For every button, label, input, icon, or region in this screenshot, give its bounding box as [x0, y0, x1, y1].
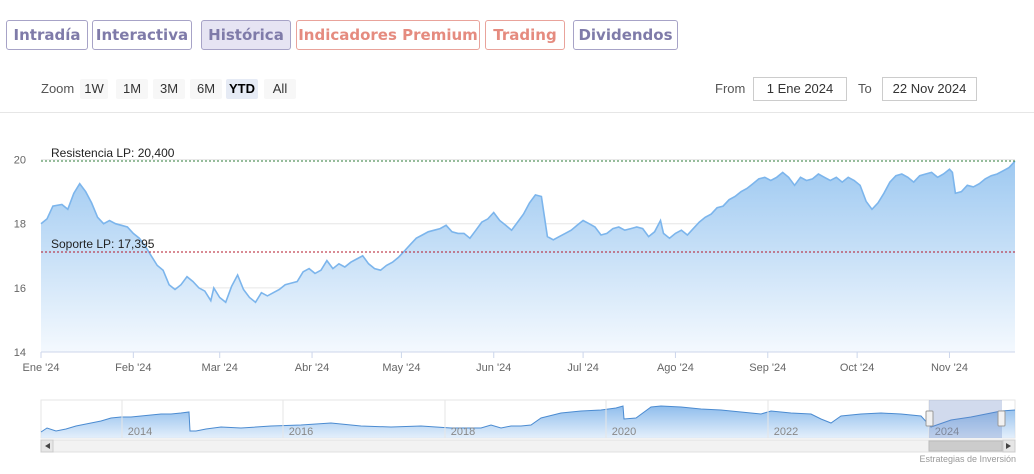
- scrollbar-thumb[interactable]: [928, 440, 1003, 452]
- navigator-year-label: 2018: [451, 426, 475, 438]
- navigator-left-handle[interactable]: [925, 410, 934, 427]
- toolbar-divider: [0, 112, 1034, 113]
- x-tick-label: Sep '24: [749, 362, 786, 374]
- zoom-button-ytd[interactable]: YTD: [226, 79, 258, 99]
- x-tick-label: Oct '24: [840, 362, 875, 374]
- price-area: [41, 161, 1015, 352]
- x-tick-label: Feb '24: [115, 362, 151, 374]
- reference-line-label: Resistencia LP: 20,400: [51, 146, 175, 160]
- navigator-year-label: 2024: [935, 426, 959, 438]
- x-tick-label: Nov '24: [931, 362, 968, 374]
- navigator-year-label: 2020: [612, 426, 636, 438]
- zoom-button-3m[interactable]: 3M: [153, 79, 185, 99]
- x-tick-label: Jul '24: [567, 362, 598, 374]
- tab-dividendos[interactable]: Dividendos: [573, 20, 678, 50]
- y-tick-label: 20: [14, 155, 26, 167]
- y-tick-label: 16: [14, 283, 26, 295]
- scrollbar-track[interactable]: [40, 439, 1016, 453]
- navigator-line: [40, 405, 1016, 433]
- y-tick-label: 18: [14, 219, 26, 231]
- scroll-right-arrow-icon: [1006, 443, 1011, 449]
- x-tick-label: Jun '24: [476, 362, 511, 374]
- navigator-area: [41, 406, 1015, 438]
- x-tick-label: Abr '24: [295, 362, 330, 374]
- from-date-input[interactable]: 1 Ene 2024: [753, 77, 847, 101]
- credits-link[interactable]: Estrategias de Inversión: [919, 454, 1016, 464]
- navigator-right-handle[interactable]: [997, 410, 1006, 427]
- scroll-left-arrow-icon: [45, 443, 50, 449]
- navigator-year-label: 2022: [774, 426, 798, 438]
- tab-interactiva[interactable]: Interactiva: [92, 20, 192, 50]
- y-tick-label: 14: [14, 347, 26, 359]
- reference-line-label: Soporte LP: 17,395: [51, 237, 155, 251]
- zoom-button-1m[interactable]: 1M: [116, 79, 148, 99]
- zoom-button-all[interactable]: All: [264, 79, 296, 99]
- zoom-label: Zoom: [41, 81, 75, 96]
- x-tick-label: Ago '24: [657, 362, 694, 374]
- navigator-selection[interactable]: [929, 400, 1002, 438]
- from-label: From: [715, 81, 746, 96]
- to-date-input[interactable]: 22 Nov 2024: [882, 77, 977, 101]
- x-tick-label: Ene '24: [23, 362, 60, 374]
- tab-indicadores-premium[interactable]: Indicadores Premium: [296, 20, 480, 50]
- price-line[interactable]: [40, 160, 1016, 304]
- x-tick-label: May '24: [382, 362, 420, 374]
- zoom-button-1w[interactable]: 1W: [80, 79, 108, 99]
- zoom-button-6m[interactable]: 6M: [190, 79, 222, 99]
- x-tick-label: Mar '24: [202, 362, 238, 374]
- tab-trading[interactable]: Trading: [485, 20, 565, 50]
- to-label: To: [858, 81, 872, 96]
- tab-intradía[interactable]: Intradía: [6, 20, 88, 50]
- navigator-year-label: 2016: [289, 426, 313, 438]
- navigator-year-label: 2014: [128, 426, 152, 438]
- tab-histórica[interactable]: Histórica: [201, 20, 291, 50]
